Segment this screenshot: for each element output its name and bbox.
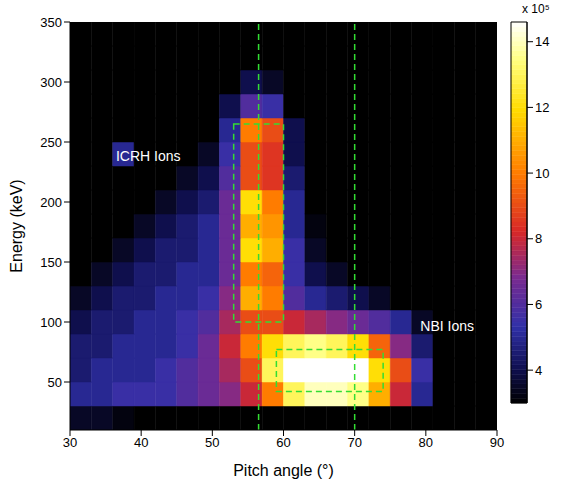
svg-text:150: 150 xyxy=(40,255,62,270)
svg-text:40: 40 xyxy=(134,435,148,450)
svg-text:80: 80 xyxy=(419,435,433,450)
svg-text:90: 90 xyxy=(490,435,504,450)
svg-text:70: 70 xyxy=(347,435,361,450)
svg-text:300: 300 xyxy=(40,75,62,90)
svg-text:350: 350 xyxy=(40,15,62,30)
svg-text:12: 12 xyxy=(535,100,549,115)
svg-text:200: 200 xyxy=(40,195,62,210)
svg-text:14: 14 xyxy=(535,34,549,49)
svg-text:Pitch angle (°): Pitch angle (°) xyxy=(233,462,334,479)
svg-text:100: 100 xyxy=(40,315,62,330)
svg-text:ICRH Ions: ICRH Ions xyxy=(116,148,181,164)
svg-text:NBI Ions: NBI Ions xyxy=(420,318,474,334)
svg-text:Energy (keV): Energy (keV) xyxy=(8,179,25,272)
html-text:x 10⁵: x 10⁵ xyxy=(522,2,550,16)
svg-text:30: 30 xyxy=(63,435,77,450)
svg-text:250: 250 xyxy=(40,135,62,150)
svg-text:4: 4 xyxy=(535,363,542,378)
svg-text:6: 6 xyxy=(535,297,542,312)
svg-text:8: 8 xyxy=(535,231,542,246)
svg-text:60: 60 xyxy=(276,435,290,450)
svg-text:50: 50 xyxy=(48,375,62,390)
svg-text:50: 50 xyxy=(205,435,219,450)
svg-text:10: 10 xyxy=(535,166,549,181)
